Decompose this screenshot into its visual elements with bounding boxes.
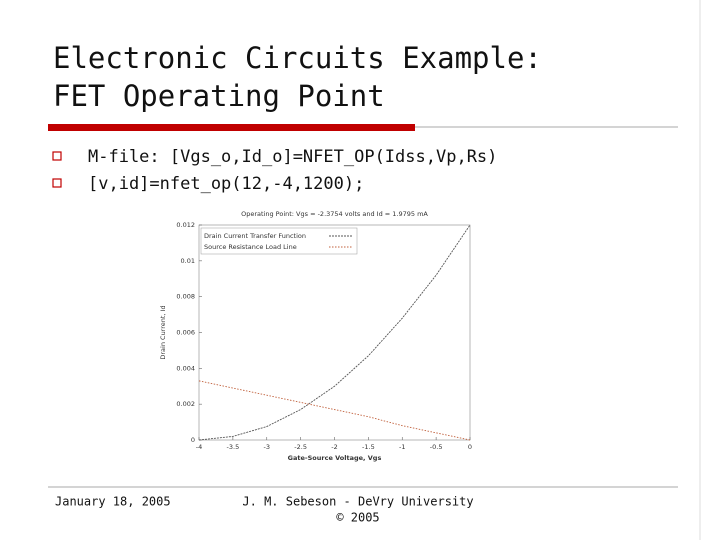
x-tick-label: -2.5 [294, 443, 307, 451]
slide-title: FET Operating Point [53, 79, 385, 113]
chart-title: Operating Point: Vgs = -2.3754 volts and… [241, 210, 428, 218]
x-tick-label: -3.5 [227, 443, 240, 451]
y-tick-label: 0.008 [176, 293, 195, 301]
y-tick-label: 0.012 [176, 221, 195, 229]
footer-date: January 18, 2005 [55, 495, 171, 509]
plot-area [198, 224, 471, 441]
legend-label: Drain Current Transfer Function [204, 232, 306, 240]
legend-box [200, 227, 358, 255]
y-tick-label: 0.006 [176, 329, 195, 337]
series-line [198, 224, 471, 441]
x-tick-label: -1 [399, 443, 405, 451]
x-tick-label: -0.5 [430, 443, 443, 451]
x-axis-label: Gate-Source Voltage, Vgs [288, 454, 382, 462]
footer-author: © 2005 [336, 511, 379, 525]
chart: Operating Point: Vgs = -2.3754 volts and… [159, 210, 472, 462]
slide-title: Electronic Circuits Example: [53, 41, 542, 75]
y-tick-label: 0 [191, 436, 195, 444]
title-accent [48, 124, 415, 131]
y-tick-label: 0.004 [176, 364, 195, 372]
y-axis-label: Drain Current, Id [159, 305, 167, 359]
bullet-text: M-file: [Vgs_o,Id_o]=NFET_OP(Idss,Vp,Rs) [88, 147, 497, 167]
y-tick-label: 0.002 [176, 400, 195, 408]
bullet-marker [52, 178, 62, 188]
x-tick-label: 0 [468, 443, 472, 451]
x-tick-label: -3 [264, 443, 270, 451]
bullet-text: [v,id]=nfet_op(12,-4,1200); [88, 174, 364, 194]
series-line [198, 380, 471, 441]
bullet-marker [52, 151, 62, 161]
x-tick-label: -1.5 [362, 443, 375, 451]
x-tick-label: -2 [331, 443, 337, 451]
legend-label: Source Resistance Load Line [204, 243, 297, 251]
y-tick-label: 0.01 [181, 257, 195, 265]
x-tick-label: -4 [196, 443, 202, 451]
footer-author: J. M. Sebeson - DeVry University [242, 495, 473, 509]
